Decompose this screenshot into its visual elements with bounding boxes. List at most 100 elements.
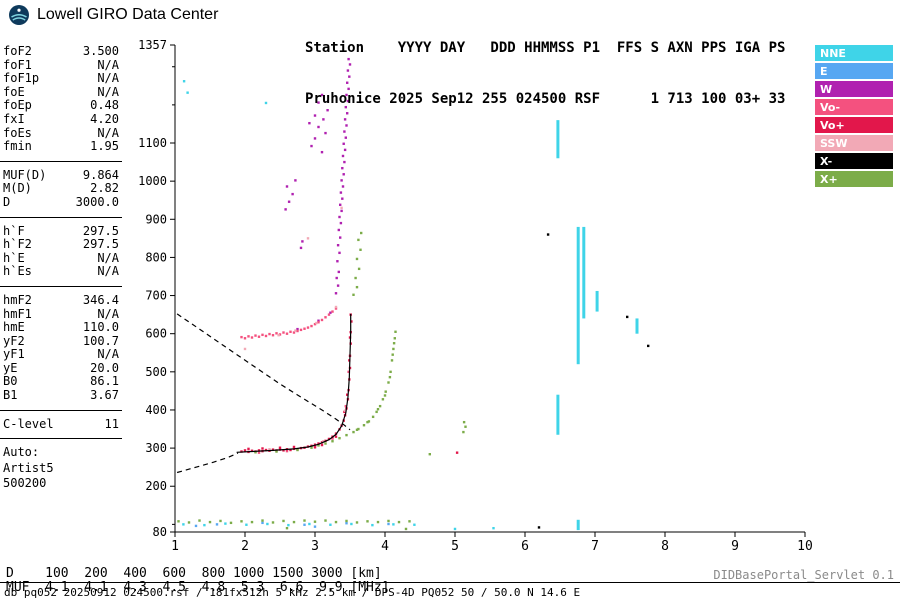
param-label: yF1 <box>3 347 25 362</box>
muf-row: MUF 4.1 4.1 4.3 4.5 4.8 5.3 6.6 9.9 [MHz… <box>6 580 390 595</box>
svg-text:10: 10 <box>797 539 813 554</box>
autoscaling-status-line: Artist5 <box>3 460 54 475</box>
svg-text:1100: 1100 <box>138 136 167 150</box>
svg-text:2: 2 <box>241 539 249 554</box>
svg-text:3: 3 <box>311 539 319 554</box>
footer-divider <box>0 582 900 583</box>
param-value: N/A <box>97 125 119 140</box>
param-row: foF1p N/A <box>3 72 119 86</box>
param-value: N/A <box>97 250 119 265</box>
lgdc-logo-icon <box>9 5 29 25</box>
legend-item-vo: Vo- <box>815 99 893 115</box>
param-value: N/A <box>97 57 119 72</box>
param-row: foE N/A <box>3 84 119 100</box>
legend-item-vo: Vo+ <box>815 117 893 133</box>
param-divider <box>0 285 122 287</box>
param-row: foEs N/A <box>3 125 119 141</box>
autoscaling-status-line: 500200 <box>3 476 47 491</box>
file-info: db pq052 20250912 024500.rsf / 181fx512h… <box>4 586 581 599</box>
param-label: h`E <box>3 250 25 265</box>
param-label: foF1p <box>3 71 40 86</box>
param-label: yF2 <box>3 333 25 348</box>
param-divider <box>0 160 122 162</box>
param-value: 4.20 <box>90 111 119 126</box>
param-label: D <box>3 194 11 209</box>
param-value: 3.67 <box>90 388 119 403</box>
param-label: yE <box>3 360 18 375</box>
d-row: D 100 200 400 600 800 1000 1500 3000 [km… <box>6 566 382 581</box>
param-label: hmF2 <box>3 292 32 307</box>
param-label: foEs <box>3 125 32 140</box>
param-label: M(D) <box>3 181 32 196</box>
autoscaling-status-line: Auto: <box>3 445 40 460</box>
param-row: fxI 4.20 <box>3 111 119 127</box>
param-row: h`Es N/A <box>3 265 119 279</box>
param-label: foEp <box>3 98 32 113</box>
legend-item-nne: NNE <box>815 45 893 61</box>
param-row: foEp 0.48 <box>3 99 119 113</box>
svg-text:900: 900 <box>145 212 167 226</box>
param-label: B0 <box>3 374 18 389</box>
svg-text:600: 600 <box>145 327 167 341</box>
svg-text:1357: 1357 <box>138 38 167 52</box>
param-label: foF1 <box>3 57 32 72</box>
param-value: N/A <box>97 306 119 321</box>
param-label: fxI <box>3 111 25 126</box>
param-label: foF2 <box>3 44 32 58</box>
param-value: N/A <box>97 264 119 279</box>
svg-text:80: 80 <box>153 525 167 539</box>
param-divider <box>0 409 122 411</box>
param-row: foF1 N/A <box>3 57 119 73</box>
echo-direction-legend: NNE E W Vo- Vo+ SSW X- X+ <box>815 45 893 189</box>
param-label: hmF1 <box>3 306 32 321</box>
param-value: 20.0 <box>90 360 119 375</box>
legend-item-ssw: SSW <box>815 135 893 151</box>
param-value: 9.864 <box>82 167 119 182</box>
param-label: foE <box>3 84 25 99</box>
param-row: foF2 3.500 <box>3 44 119 59</box>
param-value: 86.1 <box>90 374 119 389</box>
param-divider <box>0 216 122 218</box>
svg-text:500: 500 <box>145 365 167 379</box>
svg-text:800: 800 <box>145 250 167 264</box>
svg-text:700: 700 <box>145 289 167 303</box>
param-label: B1 <box>3 388 18 403</box>
param-row: yF2 100.7 <box>3 333 119 349</box>
servlet-version: DIDBasePortal_Servlet 0.1 <box>713 568 894 582</box>
svg-text:1: 1 <box>171 539 179 554</box>
param-divider <box>0 438 122 440</box>
svg-text:1000: 1000 <box>138 174 167 188</box>
svg-text:9: 9 <box>731 539 739 554</box>
param-row: C-level 11 <box>3 416 119 432</box>
legend-item-w: W <box>815 81 893 97</box>
param-row: MUF(D) 9.864 <box>3 167 119 183</box>
legend-item-x: X- <box>815 153 893 169</box>
param-label: hmE <box>3 320 25 335</box>
param-value: 11 <box>104 416 119 431</box>
param-row: hmF2 346.4 <box>3 292 119 308</box>
param-row: yE 20.0 <box>3 360 119 376</box>
param-row: B0 86.1 <box>3 375 119 389</box>
param-row: fmin 1.95 <box>3 140 119 154</box>
param-row: yF1 N/A <box>3 348 119 362</box>
svg-text:7: 7 <box>591 539 599 554</box>
param-value: 0.48 <box>90 98 119 113</box>
param-value: N/A <box>97 71 119 86</box>
svg-text:300: 300 <box>145 441 167 455</box>
param-value: 3.500 <box>82 44 119 58</box>
param-value: N/A <box>97 347 119 362</box>
legend-item-e: E <box>815 63 893 79</box>
param-row: h`F 297.5 <box>3 223 119 239</box>
param-value: 100.7 <box>82 333 119 348</box>
svg-text:400: 400 <box>145 403 167 417</box>
svg-text:5: 5 <box>451 539 459 554</box>
svg-text:200: 200 <box>145 479 167 493</box>
svg-text:4: 4 <box>381 539 389 554</box>
param-label: C-level <box>3 416 54 431</box>
param-value: N/A <box>97 84 119 99</box>
param-value: 297.5 <box>82 223 119 238</box>
station-header-labels: Station YYYY DAY DDD HHMMSS P1 FFS S AXN… <box>305 40 786 56</box>
param-value: 1.95 <box>90 139 119 154</box>
